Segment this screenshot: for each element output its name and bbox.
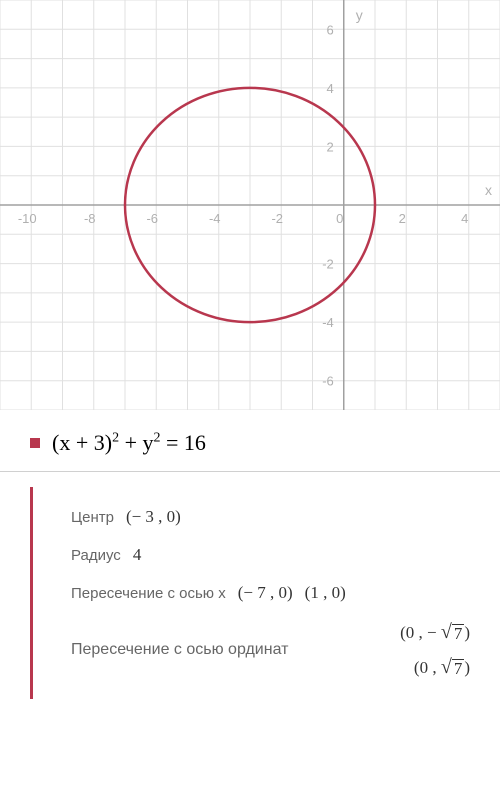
x-intercept-1: (− 7 , 0) [238,583,293,603]
svg-text:0: 0 [336,211,343,226]
y-intercept-1: (0 , − √7) [400,621,470,644]
x-intercept-label: Пересечение с осью x [71,585,226,602]
equation-rhs: = 16 [160,430,205,455]
svg-text:6: 6 [327,22,334,37]
y-intercept-2: (0 , √7) [414,656,470,679]
svg-text:2: 2 [327,139,334,154]
equation-exp1: 2 [112,431,119,446]
svg-text:-4: -4 [322,315,334,330]
svg-text:4: 4 [327,81,334,96]
y-intercept-row: Пересечение с осью ординат (0 , − √7) (0… [71,621,470,679]
center-label: Центр [71,509,114,526]
coordinate-chart: -10 -8 -6 -4 -2 0 2 4 -6 -4 -2 2 4 6 x y [0,0,500,410]
svg-text:-6: -6 [322,374,334,389]
svg-text:-4: -4 [209,211,221,226]
svg-text:-2: -2 [322,257,334,272]
radius-label: Радиус [71,547,121,564]
svg-text:4: 4 [461,211,468,226]
radius-row: Радиус 4 [71,545,470,565]
details-section: Центр (− 3 , 0) Радиус 4 Пересечение с о… [30,487,500,699]
x-intercept-row: Пересечение с осью x (− 7 , 0) (1 , 0) [71,583,470,603]
y-intercepts-values: (0 , − √7) (0 , √7) [288,621,470,679]
center-value: (− 3 , 0) [126,507,181,527]
center-row: Центр (− 3 , 0) [71,507,470,527]
x-intercept-2: (1 , 0) [305,583,346,603]
chart-container: -10 -8 -6 -4 -2 0 2 4 -6 -4 -2 2 4 6 x y [0,0,500,410]
svg-text:2: 2 [399,211,406,226]
svg-text:-8: -8 [84,211,96,226]
svg-text:-2: -2 [271,211,283,226]
y-intercept-label: Пересечение с осью ординат [71,641,288,659]
svg-text:x: x [485,182,492,198]
equation-plus: + y [119,430,153,455]
equation-text: (x + 3)2 + y2 = 16 [52,430,206,456]
equation-bullet-icon [30,438,40,448]
equation-section: (x + 3)2 + y2 = 16 [0,410,500,472]
equation-lhs1: (x + 3) [52,430,112,455]
svg-text:-10: -10 [18,211,37,226]
svg-text:-6: -6 [146,211,158,226]
svg-text:y: y [356,7,363,23]
radius-value: 4 [133,545,142,565]
